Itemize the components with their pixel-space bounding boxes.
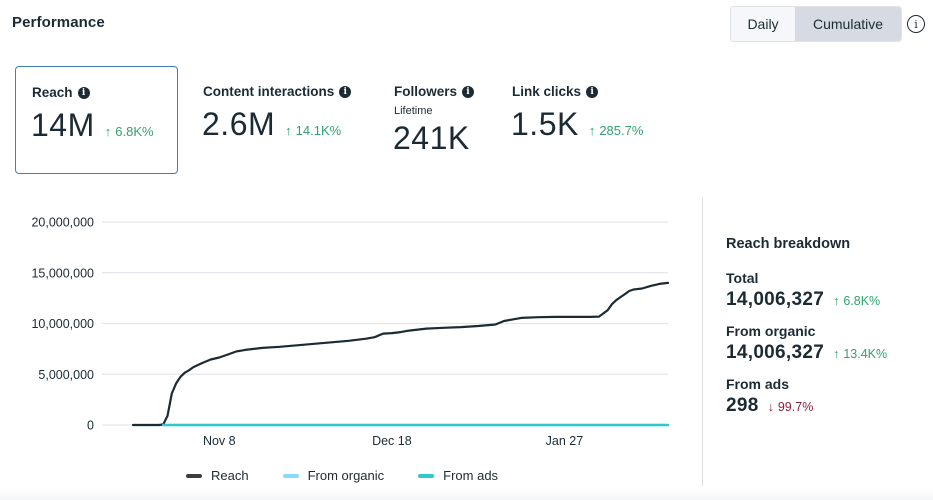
metric-delta: ↑ 6.8K% (105, 124, 154, 139)
toggle-daily-button[interactable]: Daily (731, 7, 795, 41)
breakdown-value-row: 14,006,327 ↑ 13.4K% (726, 342, 926, 364)
y-tick-label: 15,000,000 (31, 266, 94, 280)
breakdown-delta-text: 6.8K% (843, 294, 881, 308)
legend-label: From ads (443, 468, 499, 483)
metric-value: 241K (393, 120, 470, 157)
metric-value-text: 14M (31, 107, 95, 143)
metric-value-text: 2.6M (202, 106, 276, 142)
info-icon[interactable]: i (339, 85, 352, 98)
reach-breakdown: Reach breakdown Total 14,006,327 ↑ 6.8K% … (726, 236, 926, 429)
breakdown-title: Reach breakdown (726, 236, 851, 252)
y-tick-label: 5,000,000 (38, 368, 94, 382)
y-tick-label: 20,000,000 (31, 216, 94, 230)
legend-label: From organic (307, 468, 385, 483)
metric-delta-text: 285.7% (599, 123, 644, 138)
info-icon[interactable]: i (586, 85, 599, 98)
breakdown-label: Total (726, 270, 759, 286)
metric-delta-text: 14.1K% (295, 123, 342, 138)
metric-value: 1.5K ↑ 285.7% (511, 106, 643, 143)
x-tick-label: Dec 18 (372, 434, 412, 448)
legend-item-organic[interactable]: From organic (282, 468, 385, 483)
arrow-down-icon: ↓ (767, 400, 774, 414)
divider (702, 198, 703, 486)
breakdown-label: From organic (726, 323, 816, 339)
breakdown-value: 14,006,327 (726, 289, 825, 310)
metric-label-text: Followers (394, 84, 458, 99)
y-tick-label: 0 (87, 419, 94, 433)
view-toggle: Daily Cumulative (730, 6, 902, 42)
breakdown-delta-text: 13.4K% (843, 347, 888, 361)
info-outline-icon[interactable]: i (907, 15, 925, 33)
x-tick-label: Jan 27 (546, 434, 584, 448)
breakdown-row-ads: From ads 298 ↓ 99.7% (726, 376, 926, 417)
metric-card-content-interactions[interactable]: Content interactions i 2.6M ↑ 14.1K% (188, 66, 368, 174)
arrow-up-icon: ↑ (285, 123, 292, 138)
arrow-up-icon: ↑ (833, 294, 840, 308)
metric-delta: ↑ 14.1K% (285, 123, 341, 138)
arrow-up-icon: ↑ (833, 347, 840, 361)
metric-value: 2.6M ↑ 14.1K% (202, 106, 341, 143)
metric-value: 14M ↑ 6.8K% (31, 107, 154, 144)
breakdown-delta: ↑ 13.4K% (833, 347, 887, 361)
metric-value-text: 1.5K (511, 106, 579, 142)
breakdown-row-total: Total 14,006,327 ↑ 6.8K% (726, 270, 926, 311)
metric-delta: ↑ 285.7% (589, 123, 644, 138)
breakdown-delta-text: 99.7% (777, 400, 814, 414)
legend-item-reach[interactable]: Reach (186, 468, 249, 483)
page-title: Performance (12, 14, 105, 31)
legend-label: Reach (211, 468, 249, 483)
arrow-up-icon: ↑ (588, 123, 596, 138)
info-icon[interactable]: i (77, 86, 90, 99)
legend-swatch-organic (282, 473, 299, 478)
x-tick-label: Nov 8 (203, 434, 236, 448)
info-icon[interactable]: i (462, 85, 475, 98)
legend-swatch-reach (186, 473, 202, 478)
breakdown-delta: ↓ 99.7% (768, 400, 814, 414)
metric-label: Followers i (394, 84, 475, 99)
bottom-edge (0, 488, 933, 500)
series-reach-line (131, 281, 670, 427)
metric-card-link-clicks[interactable]: Link clicks i 1.5K ↑ 285.7% (498, 66, 668, 174)
legend-item-ads[interactable]: From ads (418, 468, 498, 483)
y-tick-label: 10,000,000 (31, 317, 94, 331)
metric-label-text: Content interactions (203, 84, 335, 99)
breakdown-value-row: 14,006,327 ↑ 6.8K% (726, 289, 926, 311)
breakdown-delta: ↑ 6.8K% (833, 294, 880, 308)
metric-sublabel: Lifetime (394, 105, 433, 117)
breakdown-value: 14,006,327 (726, 342, 825, 363)
metric-label-text: Link clicks (512, 84, 582, 99)
metric-label: Content interactions i (203, 84, 352, 99)
breakdown-label: From ads (726, 376, 790, 392)
metric-label: Link clicks i (512, 84, 599, 99)
breakdown-row-organic: From organic 14,006,327 ↑ 13.4K% (726, 323, 926, 364)
metric-label: Reach i (32, 85, 90, 100)
metric-delta-text: 6.8K% (115, 124, 154, 139)
breakdown-value: 298 (726, 395, 759, 416)
breakdown-value-row: 298 ↓ 99.7% (726, 395, 926, 417)
arrow-up-icon: ↑ (104, 124, 112, 139)
legend-swatch-ads (418, 473, 435, 478)
toggle-cumulative-button[interactable]: Cumulative (795, 7, 901, 41)
chart-legend: Reach From organic From ads (186, 468, 532, 483)
metric-card-followers[interactable]: Followers i Lifetime 241K (380, 66, 490, 174)
metric-value-text: 241K (393, 120, 470, 156)
chart-svg: 0 5,000,000 10,000,000 15,000,000 20,000,000… (31, 216, 670, 448)
metric-label-text: Reach (32, 85, 73, 100)
metric-card-reach[interactable]: Reach i 14M ↑ 6.8K% (15, 66, 178, 174)
reach-chart: 0 5,000,000 10,000,000 15,000,000 20,000,000… (0, 190, 700, 460)
